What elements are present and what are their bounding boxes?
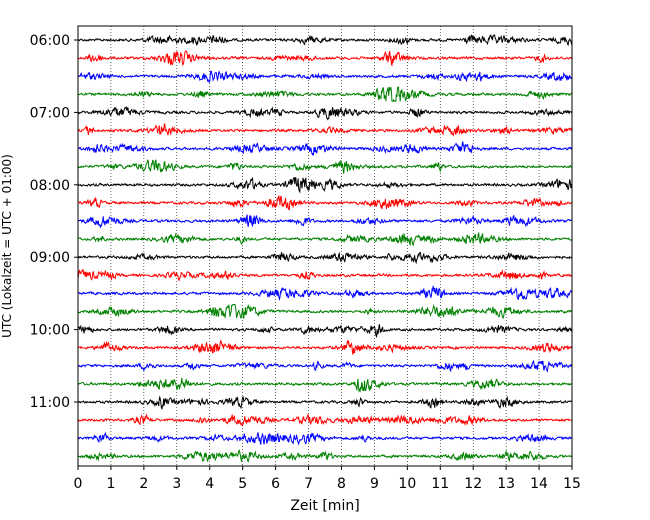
seismic-trace [77, 251, 573, 265]
x-tick-label: 4 [205, 476, 214, 492]
vertical-grid [110, 26, 540, 466]
x-tick-label: 15 [563, 476, 581, 492]
y-axis-label: UTC (Lokalzeit = UTC + 01:00) [0, 154, 14, 338]
x-tick-label: 3 [172, 476, 181, 492]
seismic-trace [77, 284, 573, 302]
seismic-trace [77, 268, 573, 282]
y-tick-label: 09:00 [30, 250, 70, 266]
x-axis-ticks: 0 1 2 3 4 5 6 7 8 9 10 11 12 13 14 15 [74, 466, 581, 492]
x-tick-label: 13 [497, 476, 515, 492]
seismic-trace [77, 395, 573, 410]
seismic-trace [77, 377, 573, 393]
x-tick-label: 9 [370, 476, 379, 492]
seismic-trace [77, 70, 573, 84]
seismic-trace [77, 431, 573, 446]
x-tick-label: 6 [271, 476, 280, 492]
seismic-trace [77, 105, 573, 121]
x-tick-label: 7 [304, 476, 313, 492]
seismic-trace [77, 324, 573, 339]
seismic-trace [77, 123, 573, 137]
seismic-trace [77, 232, 573, 247]
x-tick-label: 2 [139, 476, 148, 492]
x-tick-label: 11 [431, 476, 449, 492]
x-tick-label: 5 [238, 476, 247, 492]
x-tick-label: 1 [106, 476, 115, 492]
x-axis-label: Zeit [min] [290, 498, 359, 514]
seismic-trace [77, 176, 573, 194]
seismic-trace [77, 34, 573, 47]
seismic-trace [77, 449, 573, 463]
y-tick-label: 06:00 [30, 33, 70, 49]
seismic-trace [77, 413, 573, 427]
y-tick-label: 11:00 [30, 395, 70, 411]
seismic-trace [77, 194, 573, 211]
seismic-trace [77, 359, 573, 373]
seismic-trace [77, 141, 573, 157]
x-tick-label: 12 [464, 476, 482, 492]
plot-frame [77, 25, 573, 467]
y-tick-label: 08:00 [30, 178, 70, 194]
y-axis-ticks: 06:00 07:00 08:00 09:00 10:00 11:00 [30, 33, 78, 411]
y-tick-label: 07:00 [30, 105, 70, 121]
seismic-trace [77, 303, 573, 320]
seismic-trace [77, 50, 573, 67]
seismic-trace [77, 214, 573, 228]
seismic-trace [77, 339, 573, 355]
seismic-trace [77, 159, 573, 174]
seismic-trace [77, 86, 573, 103]
trace-layer [77, 34, 573, 463]
x-tick-label: 0 [74, 476, 83, 492]
x-tick-label: 10 [398, 476, 416, 492]
y-tick-label: 10:00 [30, 323, 70, 339]
x-tick-label: 8 [337, 476, 346, 492]
x-tick-label: 14 [530, 476, 548, 492]
